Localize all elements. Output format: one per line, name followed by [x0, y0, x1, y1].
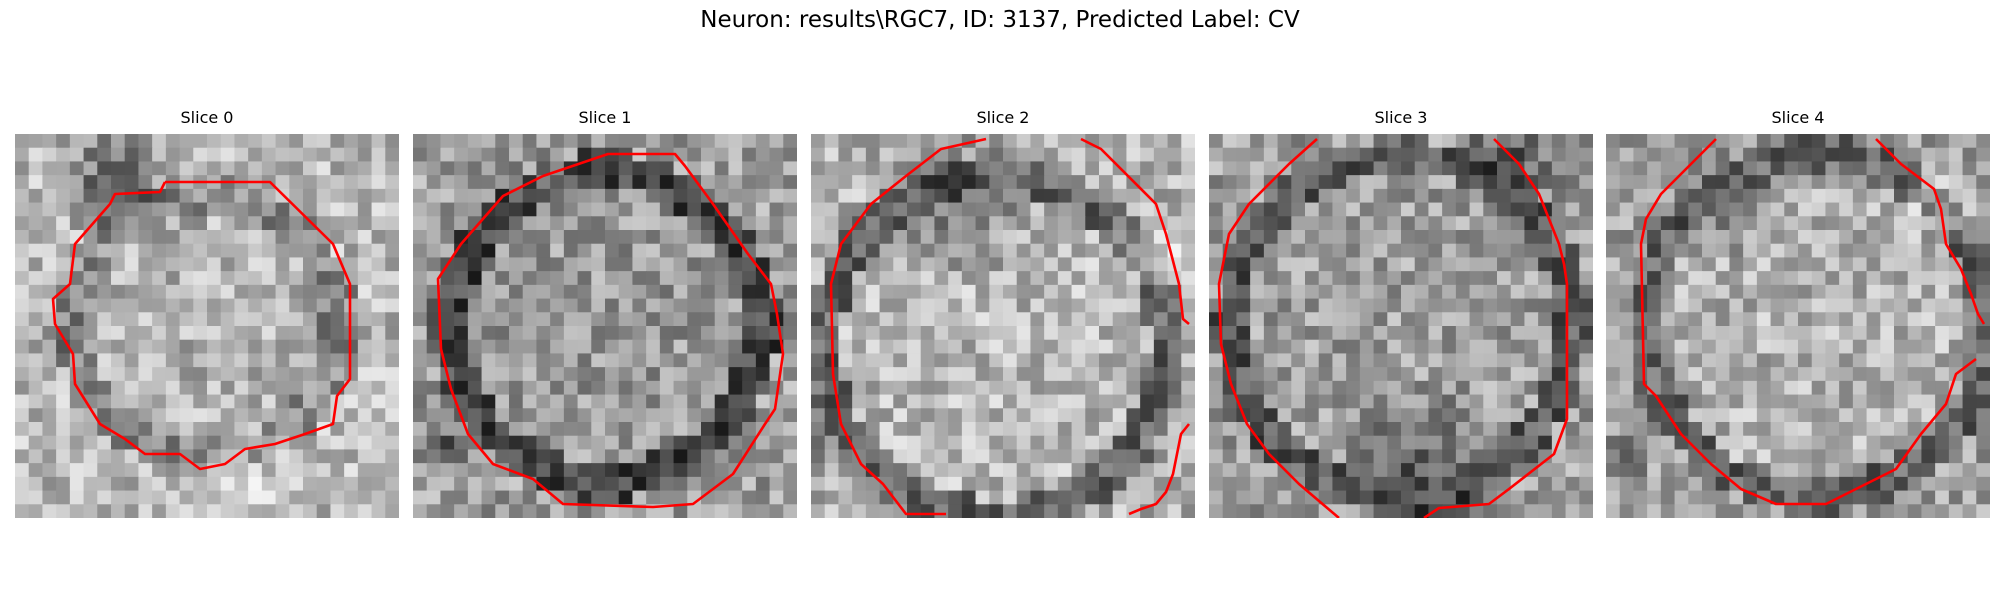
panel-title: Slice 4	[1771, 108, 1825, 127]
panel-title: Slice 3	[1374, 108, 1428, 127]
slice-image	[1606, 134, 1990, 518]
cell-contour	[1217, 138, 1340, 518]
panel-title: Slice 1	[578, 108, 632, 127]
microscopy-slice-image	[413, 134, 797, 518]
panel-title: Slice 0	[180, 108, 234, 127]
slice-image	[413, 134, 797, 518]
microscopy-slice-image	[1606, 134, 1990, 518]
cell-contour	[436, 152, 785, 509]
cell-contour	[829, 137, 987, 516]
slice-image	[15, 134, 399, 518]
slice-image	[1209, 134, 1593, 518]
cell-contour	[1080, 137, 1190, 325]
cell-contour	[1639, 138, 1977, 506]
cell-contour	[51, 180, 352, 471]
panel-title: Slice 2	[976, 108, 1030, 127]
microscopy-slice-image	[1209, 134, 1593, 518]
cell-contour	[1128, 423, 1191, 516]
microscopy-slice-image	[811, 134, 1195, 518]
slice-image	[811, 134, 1195, 518]
microscopy-slice-image	[15, 134, 399, 518]
figure-title: Neuron: results\RGC7, ID: 3137, Predicte…	[700, 7, 1300, 33]
cell-contour	[1423, 138, 1569, 518]
cell-contour	[1875, 138, 1986, 325]
